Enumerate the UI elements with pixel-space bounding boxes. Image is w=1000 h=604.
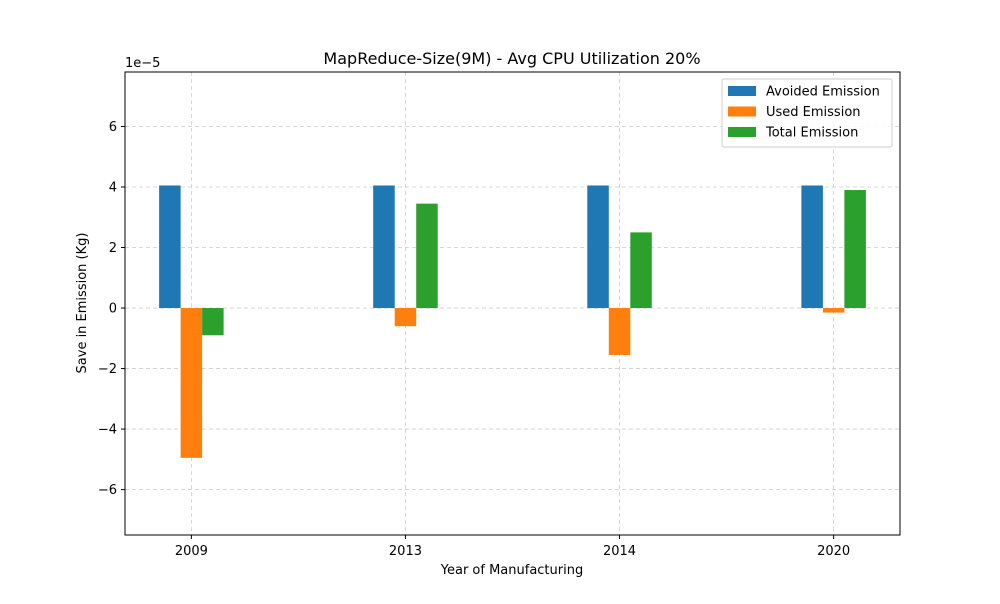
legend-swatch — [728, 106, 756, 117]
y-tick-label: −4 — [98, 423, 117, 438]
bar-used-emission-2020 — [822, 308, 845, 313]
legend-label: Used Emission — [766, 105, 861, 120]
grid-layer — [125, 72, 900, 535]
x-tick-label: 2013 — [389, 544, 422, 559]
bar-total-emission-2020 — [844, 190, 866, 309]
bars-layer — [159, 185, 866, 458]
bar-avoided-emission-2009 — [159, 185, 181, 309]
bar-avoided-emission-2014 — [587, 185, 609, 309]
legend-label: Avoided Emission — [766, 85, 880, 100]
x-axis-label: Year of Manufacturing — [440, 563, 583, 578]
bar-total-emission-2014 — [630, 232, 652, 309]
x-tick-label: 2020 — [817, 544, 850, 559]
bar-used-emission-2009 — [180, 308, 203, 458]
y-offset-label: 1e−5 — [125, 56, 160, 71]
bar-used-emission-2013 — [394, 308, 417, 327]
bar-used-emission-2014 — [608, 308, 631, 355]
legend-swatch — [728, 86, 756, 96]
legend-swatch — [728, 127, 756, 137]
bar-avoided-emission-2020 — [801, 185, 823, 309]
x-tick-label: 2014 — [603, 544, 636, 559]
bar-total-emission-2009 — [202, 308, 224, 336]
chart-title: MapReduce-Size(9M) - Avg CPU Utilization… — [323, 49, 700, 68]
plot-frame — [124, 71, 901, 536]
y-tick-label: 4 — [109, 180, 117, 195]
y-tick-label: 0 — [109, 302, 117, 317]
y-tick-label: 2 — [109, 241, 117, 256]
legend-label: Total Emission — [765, 126, 858, 141]
y-tick-label: 6 — [109, 120, 117, 135]
y-tick-label: −2 — [98, 362, 117, 377]
y-tick-label: −6 — [98, 483, 117, 498]
legend-box — [721, 78, 893, 148]
y-axis-label: Save in Emission (Kg) — [75, 233, 90, 374]
bar-avoided-emission-2013 — [373, 185, 395, 309]
legend: Avoided Emission Used Emission Total Emiss… — [721, 78, 893, 148]
bar-total-emission-2013 — [416, 203, 438, 309]
ticks-layer: −6 −4 −2 0 2 4 6 2009 2013 2014 2020 — [98, 120, 850, 559]
x-tick-label: 2009 — [175, 544, 208, 559]
